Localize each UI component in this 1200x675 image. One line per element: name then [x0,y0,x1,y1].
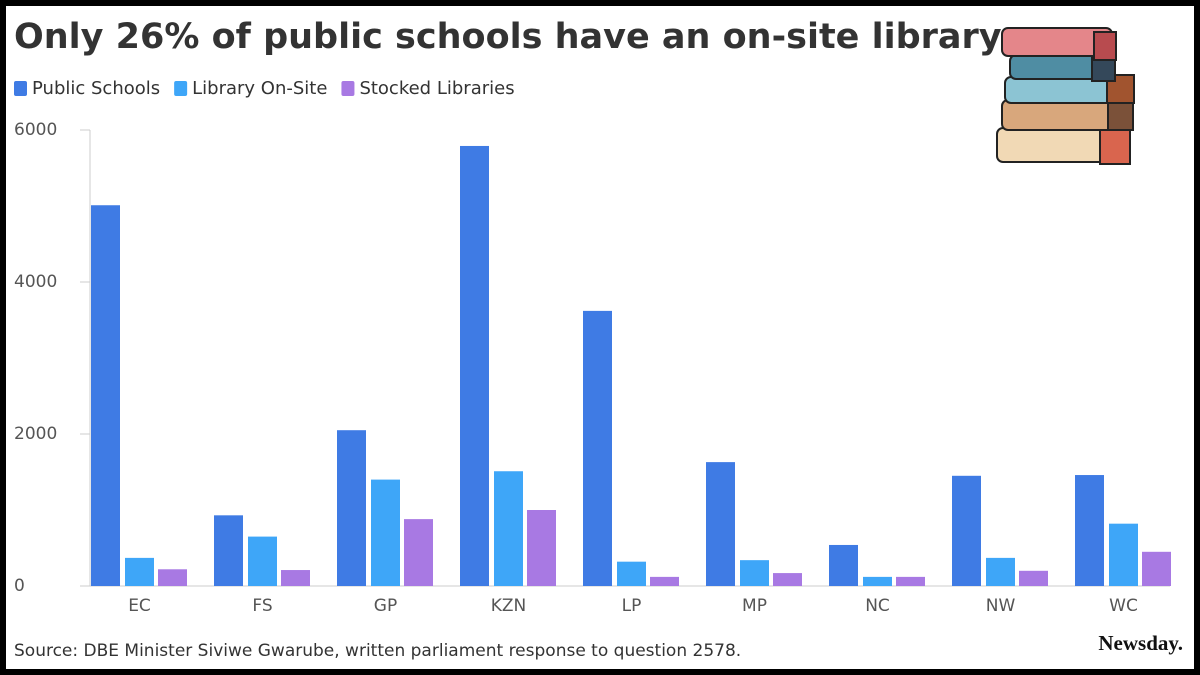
x-tick-label: FS [252,596,272,616]
bar [125,557,154,586]
books-illustration [996,27,1135,165]
x-tick-label: LP [622,596,642,616]
legend-label: Stocked Libraries [359,78,514,99]
bar [214,515,243,586]
bar [248,536,277,586]
bar [1019,570,1048,586]
y-tick-label: 6000 [14,120,57,140]
x-tick-label: MP [742,596,767,616]
bar [617,561,646,586]
bar [91,205,120,587]
bar [829,544,858,586]
x-tick-label: NC [865,596,890,616]
x-tick-label: GP [374,596,397,616]
x-tick-label: NW [986,596,1016,616]
x-tick-label: KZN [491,596,527,616]
brand-logo: Newsday. [1098,631,1183,655]
bar [527,510,556,586]
legend-swatch [14,81,27,96]
bar [863,576,892,586]
bar [158,569,187,586]
x-tick-label: WC [1109,596,1138,616]
bar [740,560,769,586]
bar [494,471,523,586]
bar [1075,475,1104,586]
bar [773,573,802,586]
chart-title: Only 26% of public schools have an on-si… [14,17,1002,57]
legend-label: Library On-Site [192,78,327,99]
legend-swatch [341,81,355,96]
bar [460,145,489,586]
y-tick-label: 2000 [14,424,57,444]
bar [952,475,981,586]
bar [986,557,1015,586]
bar [371,479,400,586]
bar [583,310,612,586]
legend-label: Public Schools [32,78,160,99]
source: Source: DBE Minister Siviwe Gwarube, wri… [14,641,741,661]
x-tick-label: EC [128,596,151,616]
bar [404,519,433,586]
y-tick-label: 0 [14,576,25,596]
y-tick-label: 4000 [14,272,57,292]
bar [1109,523,1138,586]
bar [896,576,925,586]
bar [706,462,735,586]
bar [1142,551,1171,586]
legend-swatch [174,81,188,96]
bar [337,430,366,586]
bar [281,570,310,586]
bar [650,576,679,586]
